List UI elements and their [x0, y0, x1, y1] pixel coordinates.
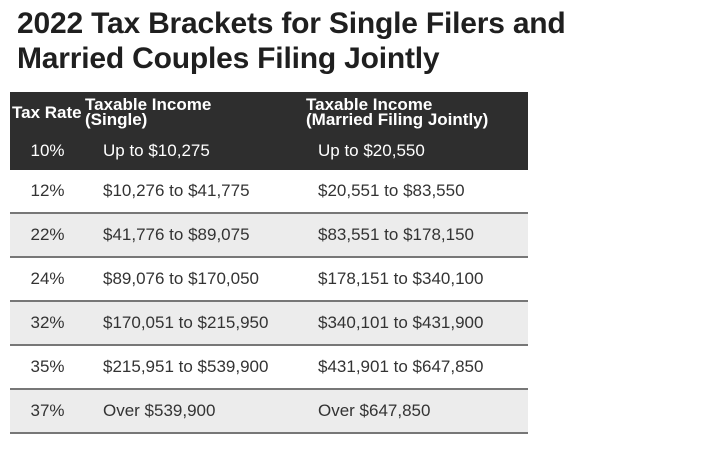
married-income-cell: $20,551 to $83,550 — [318, 181, 465, 200]
tax-rate-cell: 35% — [30, 357, 65, 376]
single-income-cell: Up to $10,275 — [103, 141, 210, 160]
page-title-line-2: Married Couples Filing Jointly — [17, 42, 440, 75]
tax-rate-cell: 10% — [30, 141, 65, 160]
single-income-cell: $41,776 to $89,075 — [103, 225, 250, 244]
table-row-10-percent: 10% Up to $10,275 Up to $20,550 — [10, 132, 528, 170]
column-header-single-line-2: (Single) — [85, 110, 148, 129]
column-header-taxable-income-married: Taxable Income (Married Filing Jointly) — [300, 95, 528, 129]
married-income-cell: $83,551 to $178,150 — [318, 225, 474, 244]
column-header-taxable-income-single: Taxable Income (Single) — [85, 95, 300, 129]
table-row-37-percent: 37% Over $539,900 Over $647,850 — [10, 390, 528, 434]
tax-brackets-table: Tax Rate Taxable Income (Single) Taxable… — [10, 92, 528, 434]
column-header-married-line-1: Taxable Income — [306, 95, 433, 114]
column-header-tax-rate: Tax Rate — [12, 102, 82, 122]
table-body: 12% $10,276 to $41,775 $20,551 to $83,55… — [10, 170, 528, 434]
tax-rate-cell: 24% — [30, 269, 65, 288]
married-income-cell: $340,101 to $431,900 — [318, 313, 484, 332]
page-title: 2022 Tax Brackets for Single Filers and M… — [17, 6, 712, 76]
tax-rate-cell: 32% — [30, 313, 65, 332]
table-row-24-percent: 24% $89,076 to $170,050 $178,151 to $340… — [10, 258, 528, 302]
single-income-cell: $170,051 to $215,950 — [103, 313, 269, 332]
married-income-cell: Over $647,850 — [318, 401, 431, 420]
table-row-35-percent: 35% $215,951 to $539,900 $431,901 to $64… — [10, 346, 528, 390]
married-income-cell: Up to $20,550 — [318, 141, 425, 160]
tax-rate-cell: 12% — [30, 181, 65, 200]
page-title-line-1: 2022 Tax Brackets for Single Filers and — [17, 7, 566, 40]
single-income-cell: $215,951 to $539,900 — [103, 357, 269, 376]
married-income-cell: $178,151 to $340,100 — [318, 269, 484, 288]
table-header-block: Tax Rate Taxable Income (Single) Taxable… — [10, 92, 528, 170]
tax-rate-cell: 37% — [30, 401, 65, 420]
single-income-cell: $10,276 to $41,775 — [103, 181, 250, 200]
table-header-row: Tax Rate Taxable Income (Single) Taxable… — [10, 92, 528, 132]
table-row-32-percent: 32% $170,051 to $215,950 $340,101 to $43… — [10, 302, 528, 346]
table-row-22-percent: 22% $41,776 to $89,075 $83,551 to $178,1… — [10, 214, 528, 258]
tax-rate-cell: 22% — [30, 225, 65, 244]
single-income-cell: Over $539,900 — [103, 401, 216, 420]
single-income-cell: $89,076 to $170,050 — [103, 269, 259, 288]
table-row-12-percent: 12% $10,276 to $41,775 $20,551 to $83,55… — [10, 170, 528, 214]
column-header-married-line-2: (Married Filing Jointly) — [306, 110, 489, 129]
column-header-single-line-1: Taxable Income — [85, 95, 212, 114]
married-income-cell: $431,901 to $647,850 — [318, 357, 484, 376]
